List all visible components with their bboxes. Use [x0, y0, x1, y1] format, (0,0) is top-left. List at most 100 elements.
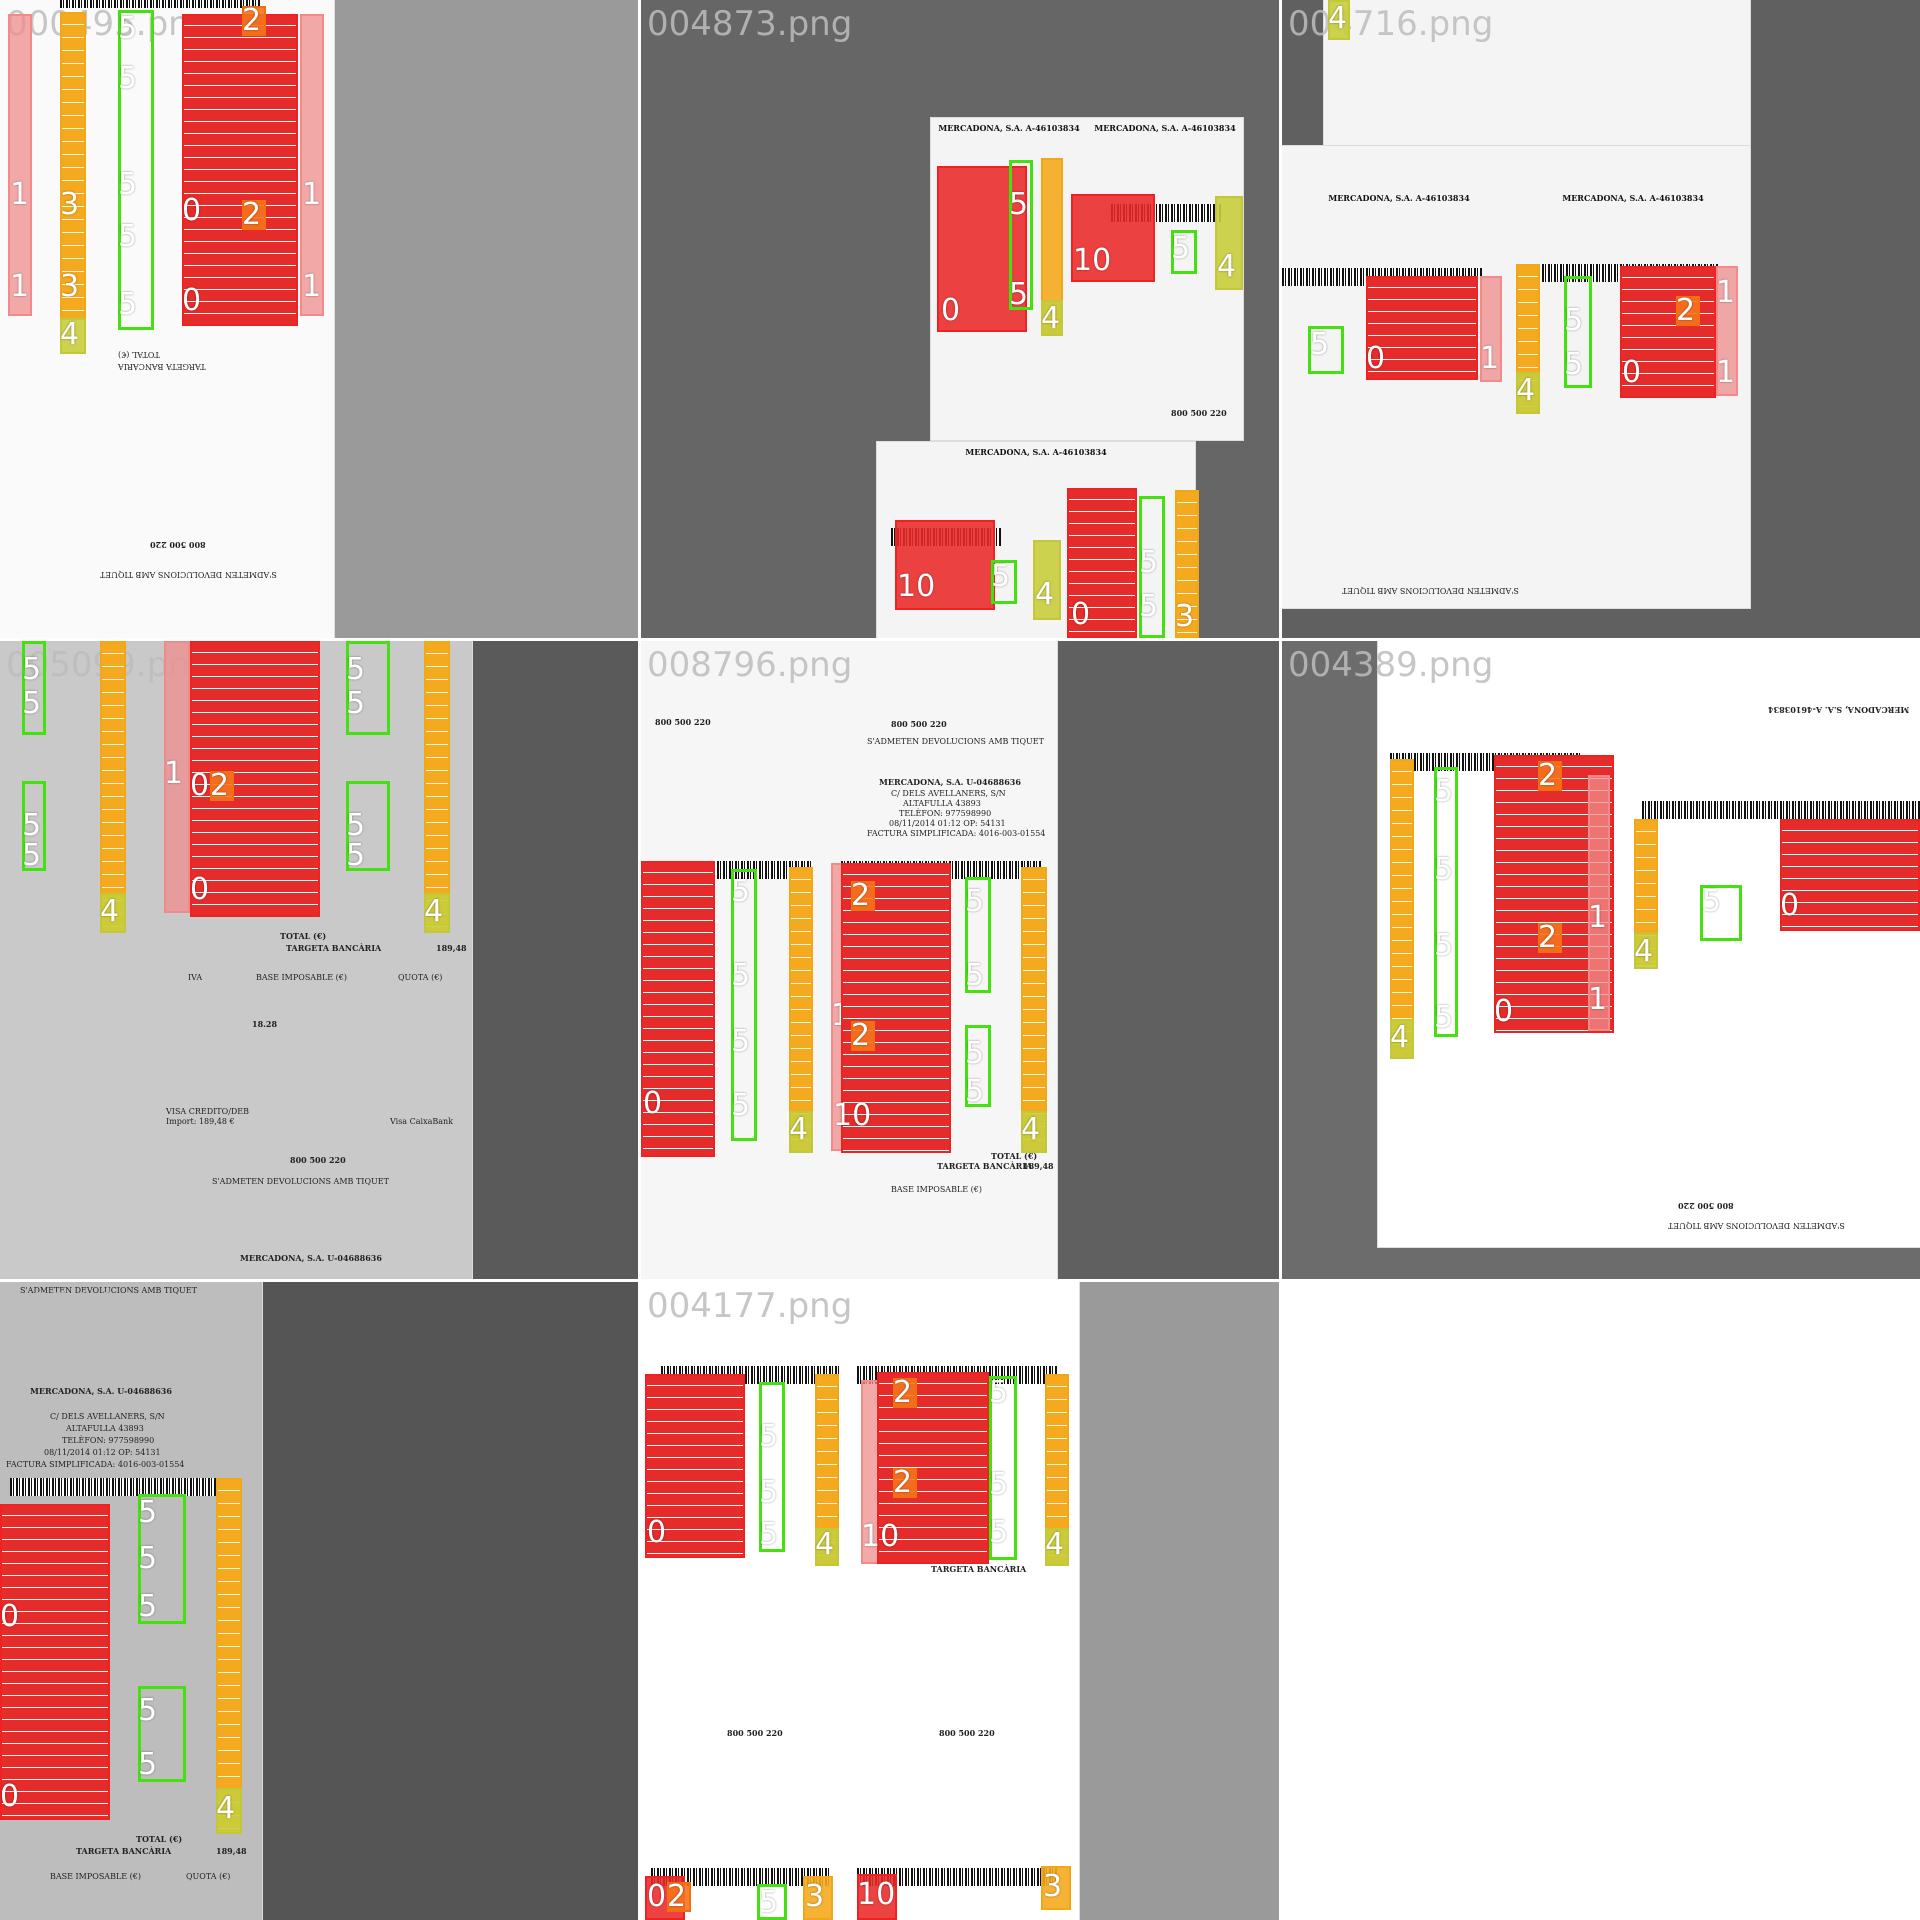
box-label: 1 — [1480, 341, 1500, 376]
tile-008796: 800 500 220 800 500 220 S'ADMETEN DEVOLU… — [641, 641, 1279, 1279]
box-class3 — [100, 641, 126, 933]
box-label: 2 — [851, 878, 871, 913]
receipt-card-label: TARGETA BANCÀRIA — [286, 943, 382, 953]
box-label: 1 — [1588, 900, 1608, 935]
box-class3 — [216, 1478, 242, 1834]
box-label: 2 — [1676, 293, 1696, 328]
box-class5 — [22, 641, 46, 735]
total-value-b: 18.28 — [252, 1019, 278, 1029]
receipt-total-value: 189,48 — [1023, 1161, 1054, 1171]
box-label: 4 — [1045, 1527, 1065, 1562]
box-label: 5 — [118, 219, 138, 254]
box-class2 — [667, 1882, 691, 1912]
box-class0 — [1620, 266, 1716, 398]
receipt-image — [1324, 0, 1750, 146]
box-label: 4 — [1516, 373, 1536, 408]
invoice: FACTURA SIMPLIFICADA: 4016-003-01554 — [6, 1460, 185, 1469]
quota-label: QUOTA (€) — [398, 973, 443, 982]
box-label: 5 — [1564, 303, 1584, 338]
box-class1 — [164, 641, 190, 913]
box-label: 5 — [346, 808, 366, 843]
company-name: MERCADONA, S.A. A-46103834 — [1562, 193, 1704, 203]
box-class2 — [242, 200, 266, 230]
box-label: 10 — [1073, 243, 1112, 278]
receipt-header-right: MERCADONA, S.A. A-46103834 — [1516, 146, 1750, 203]
box-class2 — [893, 1378, 917, 1408]
box-label: 5 — [118, 11, 138, 46]
box-label: 1 — [1588, 982, 1608, 1017]
box-label: 5 — [1171, 231, 1191, 266]
tile-004389: MERCADONA, S.A. A-46103834 800 500 220 S… — [1282, 641, 1920, 1279]
street: C/ DELS AVELLANERS, S/N — [891, 789, 1006, 798]
receipt-mercadona-phone: 800 500 220 — [290, 1155, 346, 1165]
box-class4 — [1033, 540, 1061, 620]
box-label: 2 — [210, 768, 230, 803]
box-label: 5 — [346, 652, 366, 687]
box-class0 — [645, 1374, 745, 1558]
box-class0 — [841, 863, 951, 1153]
image-filename: 004873.png — [647, 4, 853, 44]
box-label: 1 — [10, 269, 30, 304]
box-label: 5 — [138, 1495, 158, 1530]
box-label: 5 — [1564, 347, 1584, 382]
box-class5 — [965, 877, 991, 993]
box-label: 5 — [138, 1747, 158, 1782]
box-label: 3 — [60, 187, 80, 222]
box-label: 5 — [118, 287, 138, 322]
box-class0 — [937, 166, 1027, 332]
image-filename: 008796.png — [647, 645, 853, 685]
box-label: 5 — [991, 559, 1011, 594]
box-class2 — [1538, 923, 1562, 953]
box-label: 4 — [216, 1791, 236, 1826]
box-label: 2 — [667, 1879, 687, 1914]
box-label: 5 — [1310, 327, 1330, 362]
box-label: 0 — [190, 872, 210, 907]
box-label: 5 — [1009, 277, 1029, 312]
box-class5 — [1139, 496, 1165, 638]
company-name: MERCADONA, S.A. A-46103834 — [1094, 123, 1236, 133]
box-label: 0 — [182, 283, 202, 318]
box-label: 4 — [100, 894, 120, 929]
box-class0 — [1067, 488, 1137, 638]
box-label: 5 — [346, 686, 366, 721]
box-label: 5 — [138, 1693, 158, 1728]
box-label: 4 — [815, 1527, 835, 1562]
box-class5 — [1171, 230, 1197, 274]
box-label: 5 — [22, 808, 42, 843]
box-class4 — [216, 1788, 242, 1834]
box-label: 5 — [989, 1375, 1009, 1410]
box-class4 — [1021, 1111, 1047, 1153]
box-label: 4 — [1021, 1112, 1041, 1147]
box-class4 — [789, 1111, 813, 1153]
receipt-header: MERCADONA, S.A. A-46103834 — [877, 442, 1195, 457]
company-name: MERCADONA, S.A. A-46103834 — [965, 447, 1107, 457]
box-label: 5 — [965, 884, 985, 919]
box-label: 4 — [1041, 301, 1061, 336]
box-class2 — [210, 771, 234, 801]
receipt-total-label: TOTAL (€) — [280, 931, 327, 941]
company-name: MERCADONA, S.A. A-46103834 — [938, 123, 1080, 133]
box-label: 5 — [22, 652, 42, 687]
box-label: 5 — [1434, 852, 1454, 887]
datetime: 08/11/2014 01:12 OP: 54131 — [44, 1448, 161, 1457]
box-label: 2 — [1538, 758, 1558, 793]
box-label: 3 — [60, 269, 80, 304]
box-class1 — [1588, 775, 1610, 1031]
box-label: 1 — [1716, 275, 1736, 310]
box-class4 — [1041, 300, 1063, 336]
visa-label: VISA CREDITO/DEB — [166, 1107, 250, 1116]
receipt-mercadona-phone: 800 500 220 — [939, 1728, 995, 1738]
receipt-total-label: TOTAL (€) — [118, 350, 160, 359]
box-class4 — [1045, 1528, 1069, 1566]
box-class0 — [0, 1504, 110, 1820]
box-label: 5 — [731, 1088, 751, 1123]
box-label: 5 — [1434, 774, 1454, 809]
box-class0 — [1071, 194, 1155, 282]
box-label: 5 — [989, 1467, 1009, 1502]
box-label: 2 — [242, 197, 262, 232]
box-class2 — [242, 6, 266, 36]
tile-005144: S'ADMETEN DEVOLUCIONS AMB TIQUET MERCADO… — [0, 1282, 638, 1920]
box-class0 — [1366, 276, 1478, 380]
invoice: FACTURA SIMPLIFICADA: 4016-003-01554 — [867, 829, 1046, 838]
box-class5 — [346, 641, 390, 735]
